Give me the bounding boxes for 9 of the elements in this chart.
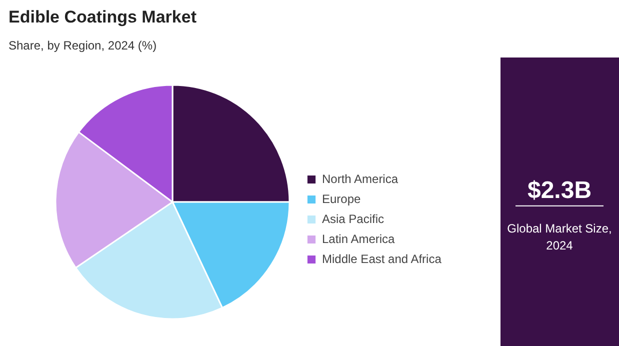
chart-title: Edible Coatings Market: [8, 8, 197, 26]
text: $2.3B: [527, 176, 592, 204]
legend-label: Asia Pacific: [322, 212, 384, 226]
legend-label: North America: [322, 172, 398, 186]
legend-label: Europe: [322, 192, 361, 206]
chart-subtitle: Share, by Region, 2024 (%): [8, 38, 157, 52]
legend-label: Latin America: [322, 232, 395, 246]
text: Global Market Size, 2024: [507, 222, 612, 252]
legend-label: Middle East and Africa: [322, 252, 442, 266]
